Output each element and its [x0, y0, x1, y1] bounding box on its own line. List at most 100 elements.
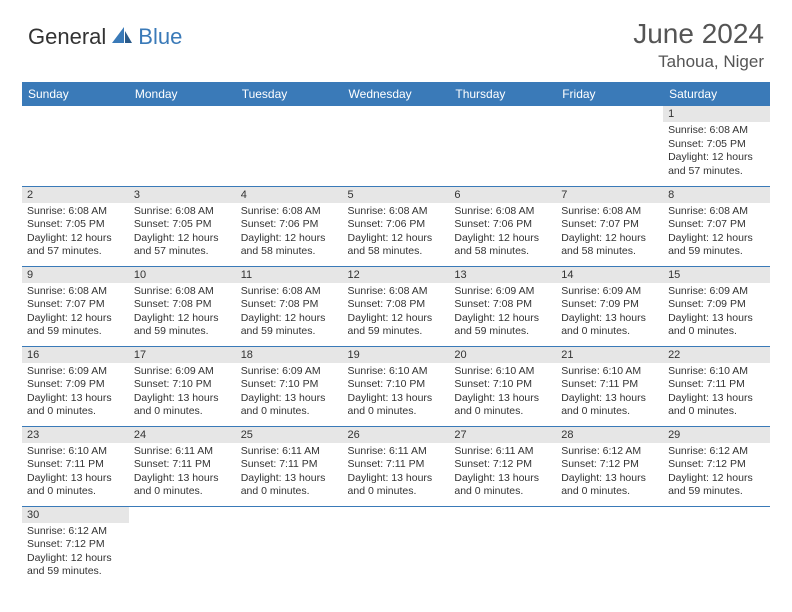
day-number: 6 — [449, 187, 556, 203]
daylight-text: Daylight: 12 hours and 58 minutes. — [348, 232, 445, 259]
sunrise-text: Sunrise: 6:08 AM — [134, 285, 231, 299]
day-number: 1 — [663, 106, 770, 122]
day-content: Sunrise: 6:11 AMSunset: 7:11 PMDaylight:… — [236, 443, 343, 504]
day-header: Sunday — [22, 82, 129, 106]
calendar-day: 24Sunrise: 6:11 AMSunset: 7:11 PMDayligh… — [129, 426, 236, 506]
day-content: Sunrise: 6:11 AMSunset: 7:11 PMDaylight:… — [343, 443, 450, 504]
daylight-text: Daylight: 13 hours and 0 minutes. — [27, 392, 124, 419]
calendar-day: 11Sunrise: 6:08 AMSunset: 7:08 PMDayligh… — [236, 266, 343, 346]
calendar-day: 18Sunrise: 6:09 AMSunset: 7:10 PMDayligh… — [236, 346, 343, 426]
sunset-text: Sunset: 7:10 PM — [134, 378, 231, 392]
day-number: 2 — [22, 187, 129, 203]
day-number: 18 — [236, 347, 343, 363]
day-number: 12 — [343, 267, 450, 283]
day-number: 24 — [129, 427, 236, 443]
daylight-text: Daylight: 12 hours and 59 minutes. — [668, 472, 765, 499]
daylight-text: Daylight: 13 hours and 0 minutes. — [134, 392, 231, 419]
day-number: 23 — [22, 427, 129, 443]
day-header: Saturday — [663, 82, 770, 106]
day-content: Sunrise: 6:10 AMSunset: 7:11 PMDaylight:… — [663, 363, 770, 424]
sunrise-text: Sunrise: 6:09 AM — [454, 285, 551, 299]
day-number: 21 — [556, 347, 663, 363]
calendar-day: 27Sunrise: 6:11 AMSunset: 7:12 PMDayligh… — [449, 426, 556, 506]
daylight-text: Daylight: 12 hours and 59 minutes. — [454, 312, 551, 339]
daylight-text: Daylight: 12 hours and 59 minutes. — [134, 312, 231, 339]
logo: General Blue — [28, 18, 182, 50]
day-header: Monday — [129, 82, 236, 106]
daylight-text: Daylight: 12 hours and 58 minutes. — [561, 232, 658, 259]
sunset-text: Sunset: 7:11 PM — [134, 458, 231, 472]
day-number: 19 — [343, 347, 450, 363]
sunrise-text: Sunrise: 6:08 AM — [348, 285, 445, 299]
sunset-text: Sunset: 7:07 PM — [27, 298, 124, 312]
day-number: 10 — [129, 267, 236, 283]
calendar-day: 5Sunrise: 6:08 AMSunset: 7:06 PMDaylight… — [343, 186, 450, 266]
sunrise-text: Sunrise: 6:11 AM — [134, 445, 231, 459]
calendar-day: 25Sunrise: 6:11 AMSunset: 7:11 PMDayligh… — [236, 426, 343, 506]
location: Tahoua, Niger — [633, 52, 764, 72]
daylight-text: Daylight: 13 hours and 0 minutes. — [454, 392, 551, 419]
sunset-text: Sunset: 7:11 PM — [241, 458, 338, 472]
sunrise-text: Sunrise: 6:09 AM — [561, 285, 658, 299]
sunset-text: Sunset: 7:06 PM — [348, 218, 445, 232]
day-header-row: SundayMondayTuesdayWednesdayThursdayFrid… — [22, 82, 770, 106]
calendar-day: 15Sunrise: 6:09 AMSunset: 7:09 PMDayligh… — [663, 266, 770, 346]
month-title: June 2024 — [633, 18, 764, 50]
day-number: 9 — [22, 267, 129, 283]
sunrise-text: Sunrise: 6:10 AM — [27, 445, 124, 459]
daylight-text: Daylight: 12 hours and 59 minutes. — [668, 232, 765, 259]
calendar-day: 6Sunrise: 6:08 AMSunset: 7:06 PMDaylight… — [449, 186, 556, 266]
calendar-day: 1Sunrise: 6:08 AMSunset: 7:05 PMDaylight… — [663, 106, 770, 186]
day-content: Sunrise: 6:08 AMSunset: 7:06 PMDaylight:… — [449, 203, 556, 264]
calendar-day: 13Sunrise: 6:09 AMSunset: 7:08 PMDayligh… — [449, 266, 556, 346]
calendar-week: 1Sunrise: 6:08 AMSunset: 7:05 PMDaylight… — [22, 106, 770, 186]
sunrise-text: Sunrise: 6:10 AM — [668, 365, 765, 379]
calendar-day: 28Sunrise: 6:12 AMSunset: 7:12 PMDayligh… — [556, 426, 663, 506]
daylight-text: Daylight: 12 hours and 57 minutes. — [134, 232, 231, 259]
day-content: Sunrise: 6:08 AMSunset: 7:05 PMDaylight:… — [663, 122, 770, 183]
sunset-text: Sunset: 7:10 PM — [454, 378, 551, 392]
sunset-text: Sunset: 7:05 PM — [134, 218, 231, 232]
day-content: Sunrise: 6:08 AMSunset: 7:07 PMDaylight:… — [22, 283, 129, 344]
calendar-day: 3Sunrise: 6:08 AMSunset: 7:05 PMDaylight… — [129, 186, 236, 266]
calendar-day: 4Sunrise: 6:08 AMSunset: 7:06 PMDaylight… — [236, 186, 343, 266]
calendar-week: 30Sunrise: 6:12 AMSunset: 7:12 PMDayligh… — [22, 506, 770, 586]
calendar-empty — [449, 506, 556, 586]
calendar-week: 9Sunrise: 6:08 AMSunset: 7:07 PMDaylight… — [22, 266, 770, 346]
day-content: Sunrise: 6:12 AMSunset: 7:12 PMDaylight:… — [556, 443, 663, 504]
sunset-text: Sunset: 7:11 PM — [561, 378, 658, 392]
sunrise-text: Sunrise: 6:08 AM — [668, 205, 765, 219]
calendar-day: 12Sunrise: 6:08 AMSunset: 7:08 PMDayligh… — [343, 266, 450, 346]
sunrise-text: Sunrise: 6:12 AM — [27, 525, 124, 539]
sunset-text: Sunset: 7:11 PM — [668, 378, 765, 392]
daylight-text: Daylight: 13 hours and 0 minutes. — [241, 472, 338, 499]
sunset-text: Sunset: 7:10 PM — [348, 378, 445, 392]
sunrise-text: Sunrise: 6:11 AM — [454, 445, 551, 459]
day-number: 22 — [663, 347, 770, 363]
day-header: Friday — [556, 82, 663, 106]
sunrise-text: Sunrise: 6:09 AM — [134, 365, 231, 379]
sunset-text: Sunset: 7:08 PM — [454, 298, 551, 312]
daylight-text: Daylight: 13 hours and 0 minutes. — [561, 392, 658, 419]
sunrise-text: Sunrise: 6:09 AM — [241, 365, 338, 379]
day-number: 4 — [236, 187, 343, 203]
day-number: 27 — [449, 427, 556, 443]
sunset-text: Sunset: 7:06 PM — [454, 218, 551, 232]
day-content: Sunrise: 6:08 AMSunset: 7:05 PMDaylight:… — [22, 203, 129, 264]
day-content: Sunrise: 6:12 AMSunset: 7:12 PMDaylight:… — [22, 523, 129, 584]
calendar-day: 16Sunrise: 6:09 AMSunset: 7:09 PMDayligh… — [22, 346, 129, 426]
day-content: Sunrise: 6:09 AMSunset: 7:10 PMDaylight:… — [129, 363, 236, 424]
calendar-empty — [343, 506, 450, 586]
day-content: Sunrise: 6:08 AMSunset: 7:07 PMDaylight:… — [663, 203, 770, 264]
calendar-day: 8Sunrise: 6:08 AMSunset: 7:07 PMDaylight… — [663, 186, 770, 266]
daylight-text: Daylight: 12 hours and 59 minutes. — [27, 312, 124, 339]
day-content: Sunrise: 6:08 AMSunset: 7:08 PMDaylight:… — [343, 283, 450, 344]
day-number: 7 — [556, 187, 663, 203]
day-header: Tuesday — [236, 82, 343, 106]
header: General Blue June 2024 Tahoua, Niger — [0, 0, 792, 76]
sunrise-text: Sunrise: 6:08 AM — [241, 205, 338, 219]
sunrise-text: Sunrise: 6:09 AM — [27, 365, 124, 379]
sunrise-text: Sunrise: 6:08 AM — [134, 205, 231, 219]
logo-text-blue: Blue — [138, 24, 182, 50]
day-content: Sunrise: 6:08 AMSunset: 7:06 PMDaylight:… — [236, 203, 343, 264]
